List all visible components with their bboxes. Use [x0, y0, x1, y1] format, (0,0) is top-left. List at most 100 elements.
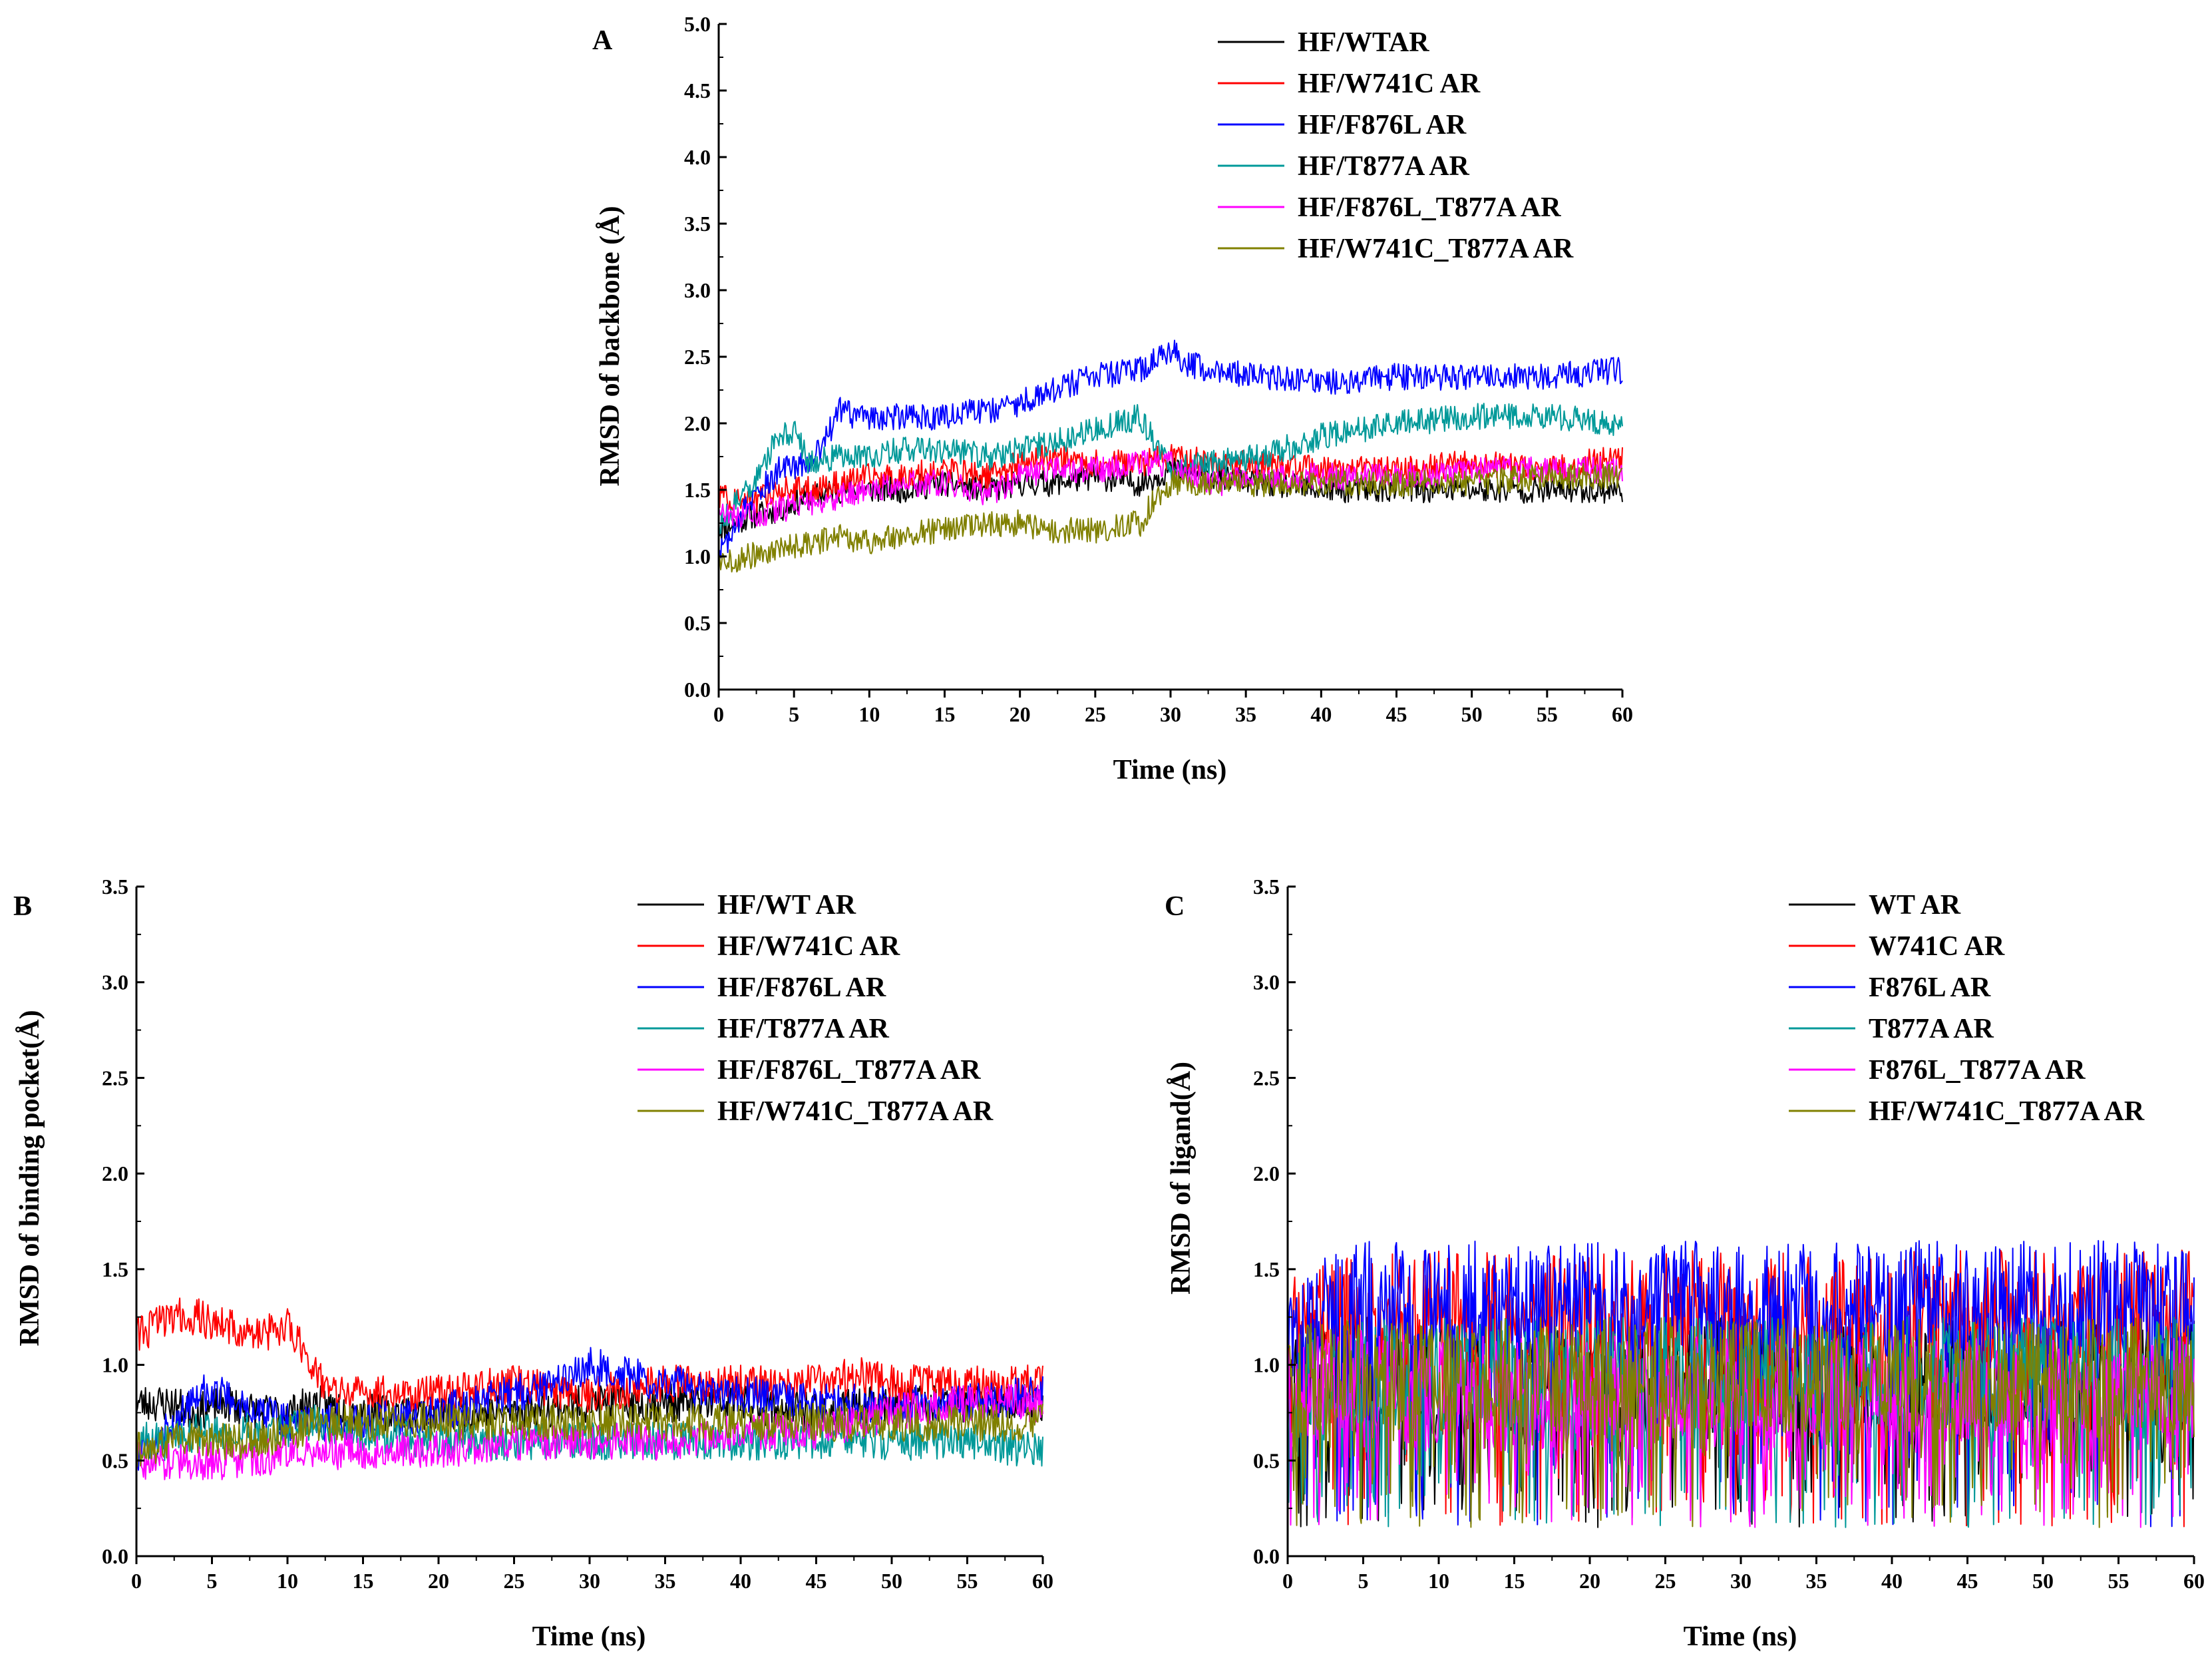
- panel-a-series-line-5: [718, 449, 1623, 528]
- y-tick-label: 4.5: [684, 79, 711, 103]
- panel-b-legend: HF/WT AR HF/W741C AR HF/F876L AR HF/T877A A…: [638, 890, 994, 1127]
- panel-a-x-axis-title: Time (ns): [1113, 755, 1227, 785]
- legend-label: HF/W741C_T877A AR: [1298, 234, 1574, 264]
- y-tick-label: 1.0: [1253, 1353, 1280, 1377]
- legend-label: HF/F876L AR: [1298, 110, 1467, 140]
- x-tick-label: 40: [730, 1569, 751, 1593]
- legend-label: HF/F876L AR: [717, 972, 886, 1003]
- legend-label: W741C AR: [1869, 931, 2005, 962]
- legend-label: HF/W741C_T877A AR: [717, 1096, 994, 1127]
- y-tick-label: 2.5: [684, 345, 711, 369]
- y-tick-label: 2.0: [1253, 1161, 1280, 1185]
- legend-label: HF/T877A AR: [717, 1014, 890, 1044]
- x-tick-label: 5: [1358, 1569, 1369, 1593]
- x-tick-label: 40: [1310, 702, 1332, 726]
- panel-c-series-line-6: [1287, 1317, 2195, 1528]
- x-tick-label: 15: [1504, 1569, 1525, 1593]
- panel-c-x-axis-title: Time (ns): [1684, 1621, 1797, 1652]
- x-tick-label: 50: [2032, 1569, 2054, 1593]
- x-tick-label: 10: [277, 1569, 298, 1593]
- y-tick-label: 3.5: [1253, 875, 1280, 899]
- panel-a-series-line-6: [718, 463, 1623, 573]
- x-tick-label: 15: [353, 1569, 374, 1593]
- y-tick-label: 2.5: [102, 1066, 128, 1090]
- panel-b-letter: B: [13, 891, 32, 922]
- y-tick-label: 2.0: [102, 1161, 128, 1185]
- panel-c-plot-area: 0 5 10 15 20 25 30 35 40 45 50 55 60 0.0 0.5 1.0 1.5 2.0 2…: [1253, 875, 2205, 1593]
- panel-a-series-line-3: [718, 339, 1623, 569]
- y-tick-label: 0.0: [684, 678, 711, 702]
- x-tick-label: 50: [881, 1569, 902, 1593]
- y-tick-label: 1.0: [102, 1353, 128, 1377]
- x-tick-label: 25: [1655, 1569, 1676, 1593]
- legend-label: F876L AR: [1869, 972, 1991, 1003]
- y-tick-label: 1.5: [102, 1257, 128, 1281]
- x-tick-label: 0: [1282, 1569, 1293, 1593]
- x-tick-label: 45: [806, 1569, 827, 1593]
- panel-b-series-line-6: [136, 1402, 1043, 1468]
- legend-label: HF/W741C_T877A AR: [1869, 1096, 2145, 1127]
- y-tick-label: 0.5: [102, 1448, 128, 1472]
- x-tick-label: 15: [934, 702, 956, 726]
- x-tick-label: 55: [1537, 702, 1558, 726]
- panel-b-binding-pocket-rmsd: B 0 5 10 15 20 25 30 35 40 45 50 55 60 0.0 0.5 1.0 1.5 2.…: [13, 875, 1053, 1652]
- x-tick-label: 0: [131, 1569, 142, 1593]
- x-tick-label: 30: [579, 1569, 600, 1593]
- x-tick-label: 20: [1010, 702, 1031, 726]
- panel-b-x-axis-title: Time (ns): [532, 1621, 646, 1652]
- y-tick-label: 3.5: [102, 875, 128, 899]
- y-tick-label: 0.5: [684, 611, 711, 635]
- y-tick-label: 3.5: [684, 212, 711, 236]
- x-tick-label: 30: [1730, 1569, 1751, 1593]
- legend-label: WT AR: [1869, 890, 1961, 921]
- legend-label: T877A AR: [1869, 1014, 1994, 1044]
- legend-label: HF/F876L_T877A AR: [717, 1055, 981, 1086]
- x-tick-label: 45: [1957, 1569, 1978, 1593]
- x-tick-label: 50: [1461, 702, 1483, 726]
- panel-a-series-line-1: [718, 457, 1623, 540]
- y-tick-label: 1.5: [1253, 1257, 1280, 1281]
- y-tick-label: 1.0: [684, 544, 711, 568]
- x-tick-label: 55: [2108, 1569, 2129, 1593]
- panel-a-legend: HF/WTAR HF/W741C AR HF/F876L AR HF/T877A AR…: [1218, 27, 1574, 264]
- panel-a-y-axis-title: RMSD of backbone (Å): [595, 206, 626, 486]
- legend-label: HF/WTAR: [1298, 27, 1429, 58]
- panel-c-y-axis-title: RMSD of ligand(Å): [1166, 1062, 1197, 1295]
- x-tick-label: 5: [207, 1569, 218, 1593]
- x-tick-label: 55: [957, 1569, 978, 1593]
- y-tick-label: 0.0: [1253, 1544, 1280, 1568]
- x-tick-label: 10: [858, 702, 880, 726]
- x-tick-label: 5: [789, 702, 799, 726]
- panel-c-ligand-rmsd: C 0 5 10 15 20 25 30 35 40 45 50 55 60 0.0 0.5 1.0 1.5 2.…: [1165, 875, 2205, 1652]
- y-tick-label: 3.0: [102, 970, 128, 994]
- legend-label: HF/W741C AR: [1298, 69, 1481, 99]
- y-tick-label: 2.0: [684, 411, 711, 435]
- panel-c-legend: WT AR W741C AR F876L AR T877A AR F876L_T877A…: [1789, 890, 2145, 1127]
- x-tick-label: 45: [1386, 702, 1407, 726]
- panel-b-series-line-5: [136, 1384, 1043, 1480]
- y-tick-label: 2.5: [1253, 1066, 1280, 1090]
- x-tick-label: 35: [655, 1569, 676, 1593]
- panel-b-y-axis-title: RMSD of binding pocket(Å): [15, 1010, 45, 1346]
- x-tick-label: 20: [1579, 1569, 1600, 1593]
- legend-label: HF/W741C AR: [717, 931, 900, 962]
- x-tick-label: 35: [1806, 1569, 1827, 1593]
- x-tick-label: 25: [1085, 702, 1106, 726]
- x-tick-label: 10: [1428, 1569, 1449, 1593]
- x-tick-label: 60: [1612, 702, 1633, 726]
- x-tick-label: 35: [1235, 702, 1256, 726]
- y-tick-label: 3.0: [684, 278, 711, 302]
- legend-label: HF/F876L_T877A AR: [1298, 192, 1561, 223]
- x-tick-label: 60: [1032, 1569, 1053, 1593]
- panel-c-series-line-4: [1287, 1316, 2195, 1528]
- y-tick-label: 0.0: [102, 1544, 128, 1568]
- panel-a-letter: A: [592, 25, 613, 56]
- y-tick-label: 5.0: [684, 12, 711, 36]
- legend-label: HF/T877A AR: [1298, 151, 1470, 182]
- x-tick-label: 20: [428, 1569, 449, 1593]
- panel-a-backbone-rmsd: A 0 5 10 15 20 25 30 35 40 45 50 55 60 0.0 0.5 1.0 1.5 2.…: [592, 12, 1633, 785]
- y-tick-label: 1.5: [684, 478, 711, 502]
- y-tick-label: 4.0: [684, 145, 711, 169]
- y-tick-label: 3.0: [1253, 970, 1280, 994]
